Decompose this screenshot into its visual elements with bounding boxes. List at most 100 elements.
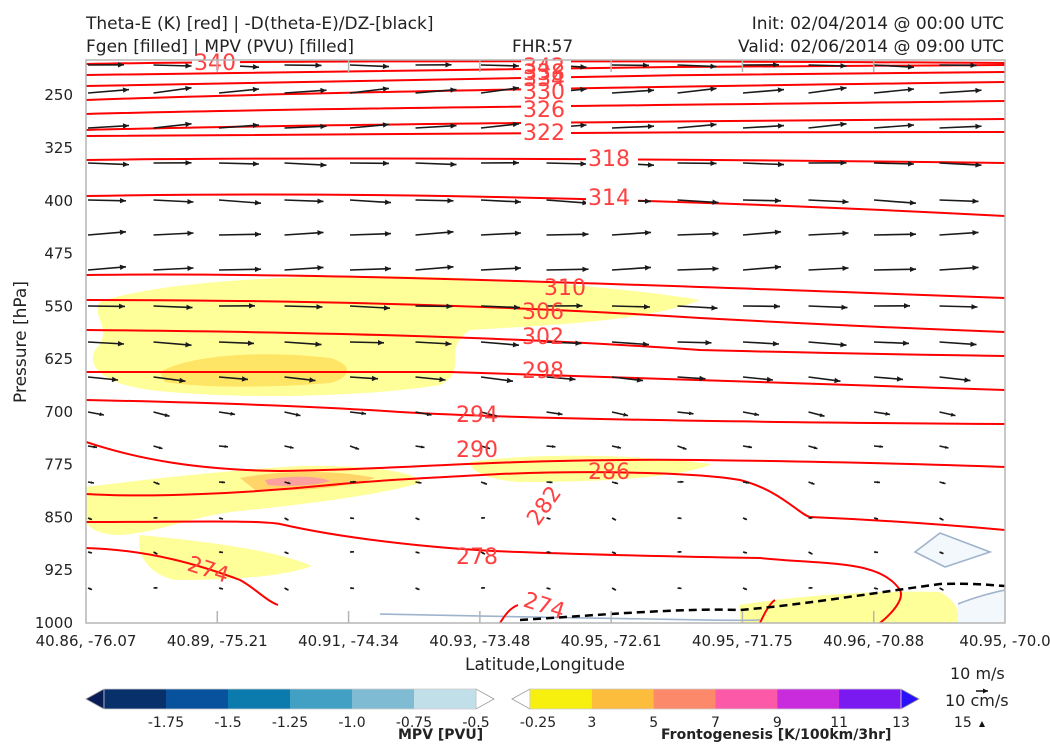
wind-vector-shaft [873, 88, 915, 94]
contour-label: 338 [523, 61, 565, 86]
wind-vector-shaft [546, 162, 587, 165]
wind-vector-head [119, 229, 126, 235]
wind-vector-head [970, 341, 977, 347]
wind-vector-head [643, 304, 650, 310]
wind-vector-head [975, 162, 982, 168]
colorbar-extend-left [511, 688, 531, 710]
wind-vector-shaft [677, 123, 717, 129]
wind-vector-head [371, 375, 378, 382]
mpv-outlines [379, 532, 1005, 622]
wind-vector-head [613, 551, 616, 554]
wind-scale-horizontal: 10 m/s [950, 664, 1005, 683]
mpv-colorbar [85, 688, 495, 710]
wind-vector-head [224, 444, 228, 449]
wind-vector-head [252, 86, 259, 93]
theta-e-line [86, 100, 1005, 115]
wind-vector-shaft [87, 124, 130, 129]
wind-vector-shaft [218, 88, 260, 94]
wind-vector-head [512, 63, 519, 69]
y-tick-label: 400 [44, 192, 73, 210]
wind-vector-head [580, 86, 587, 93]
theta-e-line [86, 71, 1005, 87]
wind-scale-arrows [976, 688, 988, 727]
wind-vector-shaft [87, 231, 127, 236]
wind-vector-shaft [349, 87, 390, 94]
wind-vector-head [164, 413, 170, 418]
wind-vector-head [580, 122, 587, 129]
wind-vector-shaft [546, 199, 589, 204]
wind-vector-head [885, 411, 890, 416]
y-tick-label: 775 [44, 456, 73, 474]
wind-vector-head [450, 123, 457, 129]
wind-vector-head [439, 376, 446, 383]
colorbar-tick-label: 9 [773, 715, 782, 731]
wind-vector-head [972, 230, 979, 236]
wind-vector-shaft [939, 305, 978, 308]
wind-vector-head [711, 305, 718, 311]
wind-vector-head [93, 445, 97, 449]
wind-vector-head [841, 304, 848, 311]
wind-vector-head [777, 87, 784, 93]
mpv-outline-surface-center [379, 613, 761, 622]
colorbar-segment [352, 689, 415, 709]
wind-vector-head [710, 160, 717, 167]
wind-vector-head [647, 123, 654, 130]
wind-vector-head [647, 162, 654, 168]
wind-vector-head [582, 266, 589, 273]
colorbar-tick-label: -1.0 [338, 715, 365, 731]
wind-vector-head [642, 62, 649, 69]
wind-vector-head [315, 62, 322, 69]
wind-vector-shaft [808, 232, 849, 236]
wind-vector-head [355, 446, 359, 450]
wind-vector-shaft [480, 341, 520, 346]
wind-vector-head [875, 550, 878, 554]
wind-vector-head [241, 376, 248, 382]
contour-label: 330 [523, 80, 565, 105]
wind-vector-head [187, 199, 194, 205]
wind-vector-head [972, 265, 979, 271]
wind-vector-shaft [677, 305, 718, 309]
wind-vector-head [254, 200, 261, 206]
wind-vector-head [964, 377, 971, 383]
wind-vector-head [351, 516, 354, 520]
wind-scale-vertical: 10 cm/s [945, 691, 1009, 710]
x-tick-label: 40.86, -76.07 [36, 632, 137, 650]
wind-vector-head [809, 551, 813, 555]
wind-vector-shaft [349, 232, 392, 236]
wind-vector-head [416, 587, 420, 590]
wind-vector-head [384, 231, 391, 237]
wind-vector-head [644, 230, 651, 236]
fgen-fill-southwest [139, 535, 312, 580]
wind-vector-head [122, 123, 129, 129]
wind-vector-head [482, 516, 485, 520]
mpv-colorbar-ticks: -1.75 -1.5 -1.25 -1.0 -0.75 -0.5 -0.25 [148, 715, 556, 731]
colorbar-tick-label: -1.75 [148, 715, 184, 731]
wind-vector-shaft [939, 266, 979, 271]
wind-vector-head [89, 551, 92, 554]
wind-vector-shaft [153, 232, 194, 236]
colorbar-segment [653, 689, 716, 709]
wind-vector-shaft [480, 267, 522, 271]
wind-vector-head [940, 587, 944, 591]
theta-e-line [499, 604, 519, 623]
wind-vector-head [777, 123, 784, 129]
colorbar-tick-label: -0.75 [396, 715, 432, 731]
wind-vector-shaft [415, 199, 454, 202]
wind-vector-shaft [415, 231, 454, 236]
colorbar-tick-label: -1.25 [272, 715, 308, 731]
wind-vector-head [875, 587, 878, 590]
wind-vector-head [384, 199, 391, 205]
mpv-outline-surface-east [957, 589, 1005, 605]
wind-vector-shaft [218, 268, 262, 271]
theta-e-line [86, 273, 1005, 299]
wind-vector-head [569, 376, 576, 382]
wind-vector-head [447, 229, 454, 235]
wind-vector-head [383, 305, 390, 311]
wind-vector-head [557, 411, 563, 416]
wind-vector-head [972, 198, 979, 204]
wind-vector-head [514, 199, 521, 205]
wind-vector-head [712, 231, 719, 237]
x-axis-ticks: 40.86, -76.07 40.89, -75.21 40.91, -74.34 4… [36, 632, 1050, 650]
dthetae-dz-line [519, 582, 1005, 622]
